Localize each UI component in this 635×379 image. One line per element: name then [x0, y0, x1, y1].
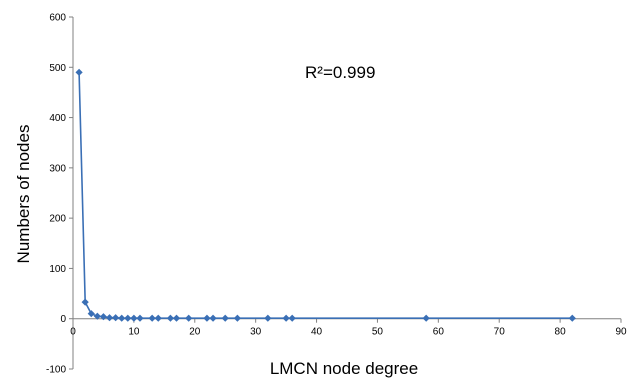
y-tick-label: 600 — [49, 13, 66, 24]
series-line — [78, 72, 573, 320]
data-point-marker — [81, 298, 89, 306]
data-point-marker — [87, 310, 95, 318]
y-tick-label: 200 — [49, 214, 66, 225]
data-points — [75, 68, 576, 322]
data-point-marker — [166, 314, 175, 322]
x-tick-label: 0 — [70, 327, 76, 338]
x-tick-label: 40 — [311, 327, 323, 338]
data-point-marker — [422, 314, 430, 322]
x-axis-ticks: 0 10 20 30 40 50 60 70 80 90 — [70, 318, 627, 338]
r-squared-annotation: R²=0.999 — [305, 63, 375, 82]
x-axis-title: LMCN node degree — [270, 359, 418, 378]
y-tick-label: -100 — [46, 365, 66, 376]
y-tick-label: 100 — [49, 264, 66, 275]
x-tick-label: 10 — [128, 327, 140, 338]
data-point-marker — [154, 314, 162, 322]
data-point-marker — [282, 314, 290, 322]
data-point-marker — [112, 314, 120, 322]
data-point-marker — [105, 314, 114, 322]
data-point-marker — [93, 312, 101, 320]
y-tick-label: 400 — [49, 113, 66, 124]
x-tick-label: 50 — [372, 327, 384, 338]
x-tick-label: 60 — [433, 327, 445, 338]
data-point-marker — [172, 314, 181, 322]
data-point-marker — [118, 314, 126, 322]
data-point-marker — [136, 314, 144, 322]
data-point-marker — [233, 314, 241, 322]
data-point-marker — [185, 314, 193, 322]
y-tick-label: 300 — [49, 163, 66, 174]
x-tick-label: 20 — [189, 327, 201, 338]
x-tick-label: 90 — [615, 327, 627, 338]
data-point-marker — [264, 314, 272, 322]
y-axis-title: Numbers of nodes — [14, 125, 33, 264]
x-tick-label: 80 — [555, 327, 567, 338]
data-point-marker — [148, 314, 156, 322]
y-tick-label: 500 — [49, 63, 66, 74]
data-point-marker — [75, 68, 83, 76]
data-point-marker — [99, 313, 108, 321]
data-point-marker — [130, 314, 138, 322]
data-point-marker — [209, 314, 217, 322]
y-tick-label: 0 — [60, 314, 66, 325]
data-point-marker — [568, 314, 576, 322]
data-point-marker — [221, 314, 229, 322]
y-axis-ticks: -100 0 100 200 300 400 500 600 — [46, 13, 73, 376]
x-tick-label: 70 — [494, 327, 506, 338]
x-tick-label: 30 — [250, 327, 262, 338]
data-point-marker — [288, 314, 296, 322]
data-point-marker — [203, 314, 211, 322]
data-point-marker — [124, 314, 132, 322]
